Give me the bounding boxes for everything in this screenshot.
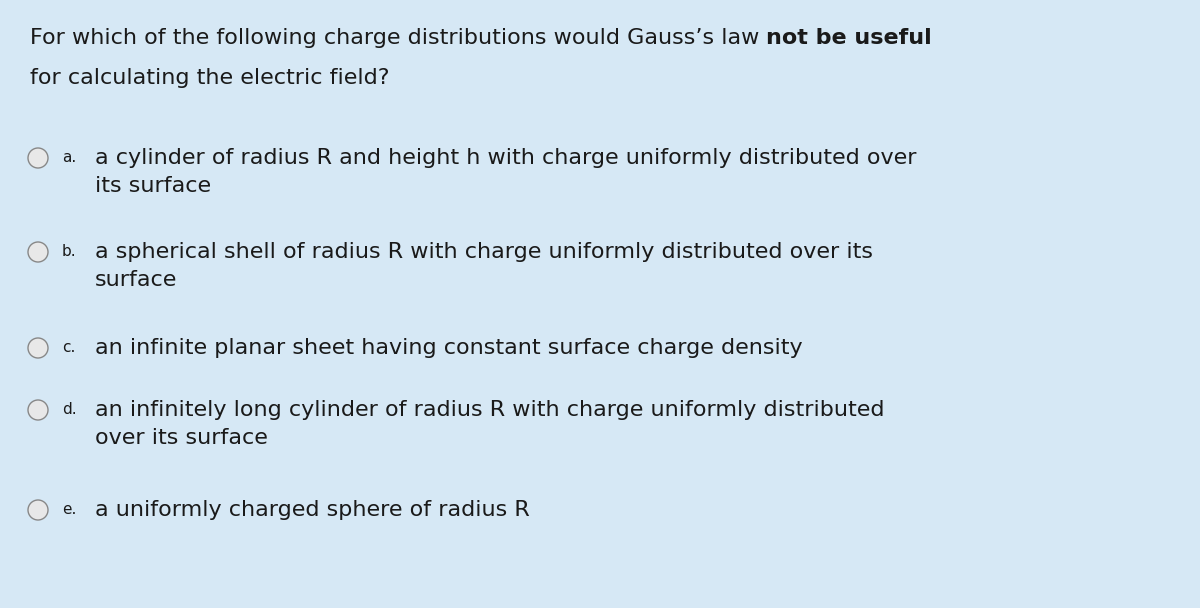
- Text: for calculating the electric field?: for calculating the electric field?: [30, 68, 390, 88]
- Text: e.: e.: [62, 502, 77, 517]
- Text: not be useful: not be useful: [767, 28, 932, 48]
- Text: For which of the following charge distributions would Gauss’s law: For which of the following charge distri…: [30, 28, 767, 48]
- Text: b.: b.: [62, 244, 77, 259]
- Text: an infinite planar sheet having constant surface charge density: an infinite planar sheet having constant…: [95, 338, 803, 358]
- Text: a cylinder of radius R and height h with charge uniformly distributed over
its s: a cylinder of radius R and height h with…: [95, 148, 917, 196]
- Text: a uniformly charged sphere of radius R: a uniformly charged sphere of radius R: [95, 500, 529, 520]
- Text: an infinitely long cylinder of radius R with charge uniformly distributed
over i: an infinitely long cylinder of radius R …: [95, 400, 884, 448]
- Text: a.: a.: [62, 150, 77, 165]
- Text: c.: c.: [62, 340, 76, 355]
- Text: a spherical shell of radius R with charge uniformly distributed over its
surface: a spherical shell of radius R with charg…: [95, 242, 874, 290]
- Text: d.: d.: [62, 402, 77, 417]
